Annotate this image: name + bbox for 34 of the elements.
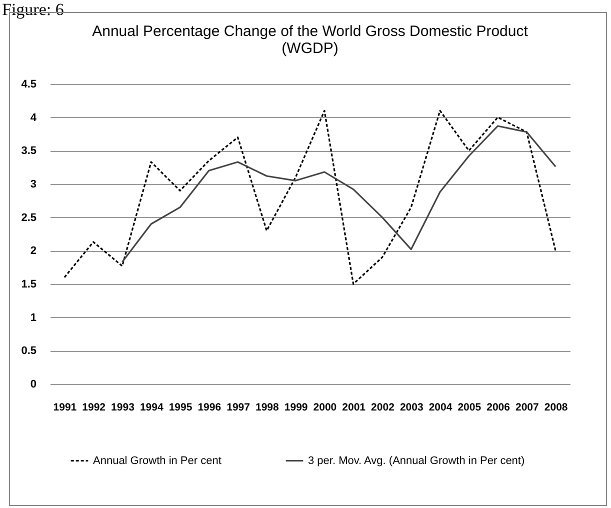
y-tick-label: 4.5 — [21, 78, 36, 90]
x-tick-label: 1995 — [168, 402, 192, 414]
x-tick-label: 2000 — [313, 402, 337, 414]
x-tick-label: 2002 — [371, 402, 395, 414]
y-tick-label: 2.5 — [21, 212, 36, 224]
x-tick-label: 2006 — [486, 402, 510, 414]
y-tick-label: 1.5 — [21, 278, 36, 290]
x-tick-label: 1993 — [111, 402, 135, 414]
x-tick-label: 2001 — [342, 402, 366, 414]
x-tick-label: 1994 — [140, 402, 164, 414]
text: Annual Percentage Change of the World Gross Domestic Product — [92, 23, 528, 40]
x-tick-label: 1997 — [226, 402, 250, 414]
x-tick-label: 2007 — [515, 402, 540, 414]
y-tick-label: 1 — [30, 312, 36, 324]
line-series — [121, 125, 556, 263]
x-tick-label: 1998 — [255, 402, 280, 414]
x-tick-label: 1992 — [82, 402, 106, 414]
legend-label: 3 per. Mov. Avg. (Annual Growth in Per cent) — [308, 454, 525, 467]
y-tick-label: 3 — [30, 178, 36, 190]
y-tick-label: 4 — [30, 112, 38, 124]
x-tick-label: 1991 — [53, 402, 77, 414]
line-series — [64, 110, 556, 285]
y-tick-label: 0.5 — [21, 345, 36, 358]
legend-label: Annual Growth in Per cent — [93, 454, 222, 467]
y-tick-label: 2 — [30, 245, 36, 258]
x-tick-label: 2004 — [428, 402, 452, 414]
x-tick-label: 1999 — [284, 402, 308, 414]
x-tick-label: 2005 — [458, 402, 482, 414]
x-tick-label: 2008 — [544, 402, 568, 414]
y-tick-label: 0 — [30, 378, 36, 390]
text: (WGDP) — [282, 40, 338, 57]
x-tick-label: 1996 — [198, 402, 222, 414]
x-tick-label: 2003 — [400, 402, 424, 414]
y-tick-label: 3.5 — [21, 145, 36, 158]
